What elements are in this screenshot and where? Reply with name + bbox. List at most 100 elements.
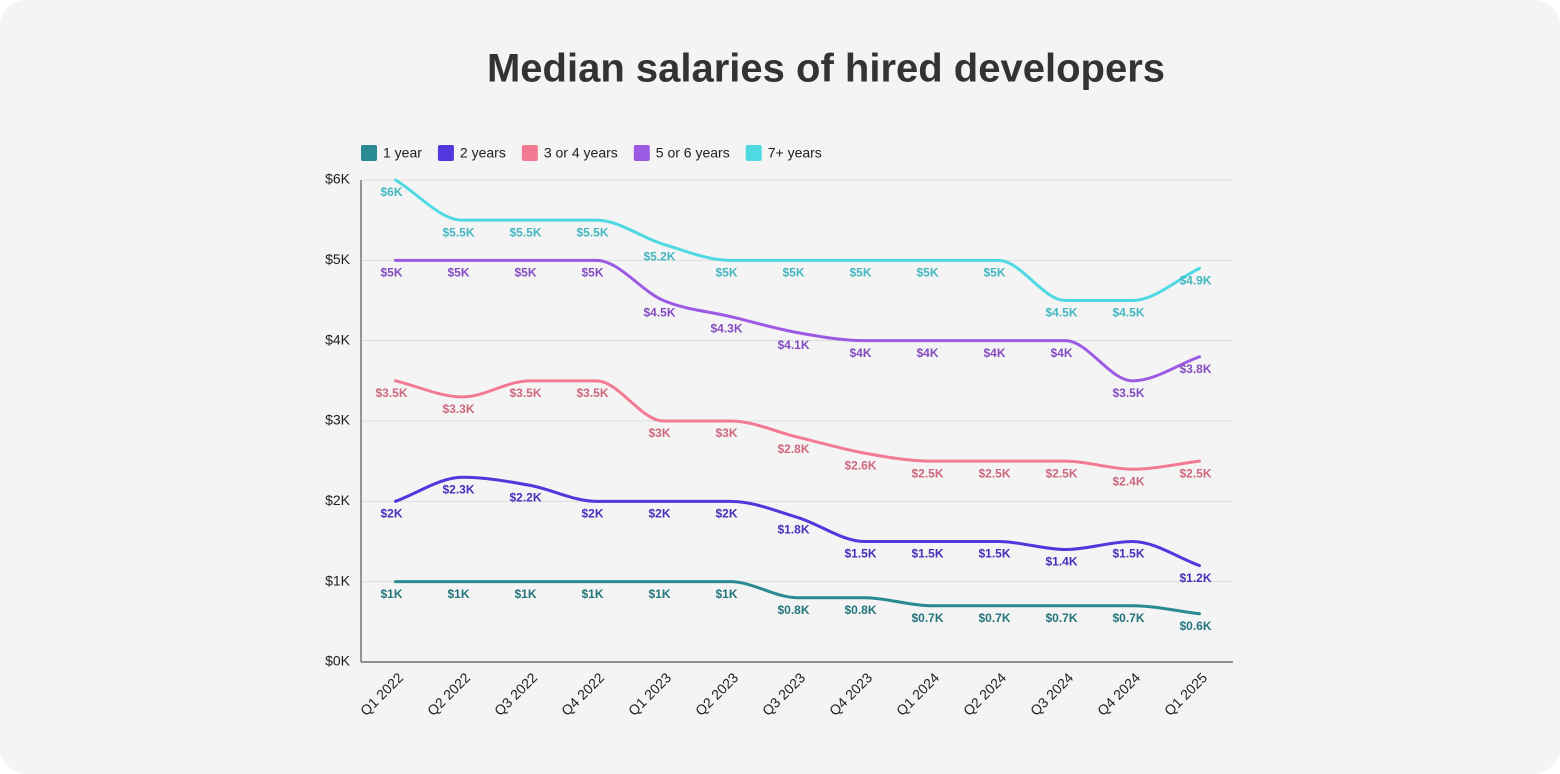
data-label: $0.7K bbox=[1112, 611, 1144, 625]
data-label: $3.5K bbox=[375, 386, 407, 400]
data-label: $5K bbox=[380, 266, 402, 280]
data-label: $3.5K bbox=[1112, 386, 1144, 400]
data-label: $5.5K bbox=[442, 225, 474, 239]
data-label: $0.7K bbox=[1045, 611, 1077, 625]
data-label: $2.5K bbox=[978, 466, 1010, 480]
legend-label: 3 or 4 years bbox=[544, 145, 618, 161]
data-label: $2.5K bbox=[1179, 466, 1211, 480]
x-tick-label: Q1 2023 bbox=[625, 669, 674, 718]
legend-swatch bbox=[745, 145, 762, 161]
data-label: $4.5K bbox=[1112, 306, 1144, 320]
data-label: $3.8K bbox=[1179, 362, 1211, 376]
data-label: $2.2K bbox=[509, 490, 541, 504]
legend-swatch bbox=[633, 145, 650, 161]
data-label: $2.4K bbox=[1112, 474, 1144, 488]
data-label: $1.5K bbox=[1112, 547, 1144, 561]
y-tick-label: $6K bbox=[325, 171, 351, 187]
data-label: $1.5K bbox=[978, 547, 1010, 561]
legend-label: 5 or 6 years bbox=[656, 145, 730, 161]
data-label: $3K bbox=[715, 426, 737, 440]
data-label: $1K bbox=[648, 587, 670, 601]
x-tick-label: Q2 2022 bbox=[424, 669, 473, 718]
data-label: $5.5K bbox=[509, 225, 541, 239]
legend-swatch bbox=[361, 145, 377, 161]
x-tick-label: Q1 2022 bbox=[357, 669, 406, 718]
data-label: $0.7K bbox=[911, 611, 943, 625]
data-label: $1.4K bbox=[1045, 555, 1077, 569]
x-tick-label: Q4 2024 bbox=[1094, 669, 1143, 718]
x-tick-label: Q3 2022 bbox=[491, 669, 540, 718]
data-label: $3K bbox=[648, 426, 670, 440]
data-label: $4.3K bbox=[710, 322, 742, 336]
series-line bbox=[394, 258, 1201, 383]
data-label: $2K bbox=[648, 507, 670, 521]
data-label: $5K bbox=[715, 266, 737, 280]
data-label: $0.6K bbox=[1179, 619, 1211, 633]
series-line bbox=[394, 178, 1201, 303]
data-label: $3.5K bbox=[509, 386, 541, 400]
x-tick-label: Q2 2023 bbox=[692, 669, 741, 718]
series-line bbox=[394, 379, 1201, 471]
data-label: $1K bbox=[715, 587, 737, 601]
data-label: $2K bbox=[715, 507, 737, 521]
data-label: $5.2K bbox=[643, 249, 675, 263]
y-tick-label: $3K bbox=[325, 412, 351, 428]
data-label: $1K bbox=[514, 587, 536, 601]
data-label: $2.3K bbox=[442, 482, 474, 496]
data-label: $1.5K bbox=[844, 547, 876, 561]
data-label: $4K bbox=[983, 346, 1005, 360]
data-label: $1K bbox=[380, 587, 402, 601]
data-label: $5K bbox=[916, 266, 938, 280]
data-label: $5K bbox=[782, 266, 804, 280]
legend-label: 7+ years bbox=[768, 145, 822, 161]
legend-label: 2 years bbox=[460, 145, 506, 161]
data-label: $0.7K bbox=[978, 611, 1010, 625]
data-label: $5K bbox=[514, 266, 536, 280]
y-tick-label: $4K bbox=[325, 331, 351, 347]
data-label: $4.5K bbox=[643, 306, 675, 320]
data-label: $6K bbox=[380, 185, 402, 199]
data-label: $2K bbox=[581, 507, 603, 521]
data-label: $3.3K bbox=[442, 402, 474, 416]
series-line bbox=[394, 475, 1201, 568]
y-tick-label: $0K bbox=[325, 653, 351, 669]
x-tick-label: Q3 2024 bbox=[1027, 669, 1076, 718]
data-label: $2.6K bbox=[844, 458, 876, 472]
x-tick-label: Q4 2023 bbox=[826, 669, 875, 718]
y-tick-label: $1K bbox=[325, 572, 351, 588]
data-label: $5K bbox=[447, 266, 469, 280]
legend-swatch bbox=[521, 145, 538, 161]
data-label: $2K bbox=[380, 507, 402, 521]
x-tick-label: Q2 2024 bbox=[960, 669, 1009, 718]
y-tick-label: $2K bbox=[325, 492, 351, 508]
data-label: $3.5K bbox=[576, 386, 608, 400]
data-label: $2.5K bbox=[911, 466, 943, 480]
series-line bbox=[394, 580, 1201, 616]
data-label: $1.2K bbox=[1179, 571, 1211, 585]
data-label: $5K bbox=[581, 266, 603, 280]
data-label: $0.8K bbox=[844, 603, 876, 617]
data-label: $4.5K bbox=[1045, 306, 1077, 320]
y-tick-label: $5K bbox=[325, 251, 351, 267]
chart-title: Median salaries of hired developers bbox=[487, 47, 1165, 91]
data-label: $5.5K bbox=[576, 225, 608, 239]
data-label: $2.8K bbox=[777, 442, 809, 456]
data-label: $4.9K bbox=[1179, 274, 1211, 288]
data-label: $0.8K bbox=[777, 603, 809, 617]
x-tick-label: Q4 2022 bbox=[558, 669, 607, 718]
data-label: $4K bbox=[849, 346, 871, 360]
x-tick-label: Q3 2023 bbox=[759, 669, 808, 718]
data-label: $5K bbox=[849, 266, 871, 280]
data-label: $4.1K bbox=[777, 338, 809, 352]
data-label: $1.5K bbox=[911, 547, 943, 561]
legend-swatch bbox=[437, 145, 454, 161]
data-label: $2.5K bbox=[1045, 466, 1077, 480]
legend-label: 1 year bbox=[383, 145, 422, 161]
data-label: $4K bbox=[1050, 346, 1072, 360]
data-label: $4K bbox=[916, 346, 938, 360]
x-tick-label: Q1 2025 bbox=[1161, 669, 1210, 718]
data-label: $1K bbox=[447, 587, 469, 601]
x-tick-label: Q1 2024 bbox=[893, 669, 942, 718]
